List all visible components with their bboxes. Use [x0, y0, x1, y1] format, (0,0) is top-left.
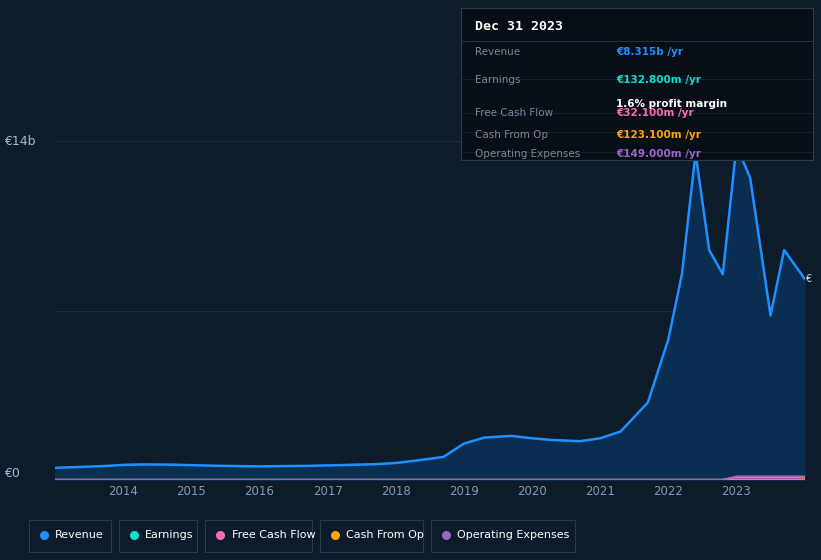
Text: €123.100m /yr: €123.100m /yr: [616, 130, 701, 139]
Text: Revenue: Revenue: [475, 48, 521, 58]
Text: €: €: [805, 274, 810, 284]
Text: Revenue: Revenue: [55, 530, 103, 540]
Text: €149.000m /yr: €149.000m /yr: [616, 150, 701, 160]
Text: Free Cash Flow: Free Cash Flow: [232, 530, 315, 540]
Text: €32.100m /yr: €32.100m /yr: [616, 109, 694, 118]
Text: Free Cash Flow: Free Cash Flow: [475, 109, 553, 118]
Text: Operating Expenses: Operating Expenses: [457, 530, 570, 540]
Text: Cash From Op: Cash From Op: [475, 130, 548, 139]
Text: €8.315b /yr: €8.315b /yr: [616, 48, 683, 58]
Text: Cash From Op: Cash From Op: [346, 530, 424, 540]
Text: Earnings: Earnings: [145, 530, 194, 540]
Text: 1.6% profit margin: 1.6% profit margin: [616, 99, 727, 109]
Text: Earnings: Earnings: [475, 75, 521, 85]
Text: Dec 31 2023: Dec 31 2023: [475, 20, 563, 33]
Text: €132.800m /yr: €132.800m /yr: [616, 75, 701, 85]
Text: €0: €0: [4, 466, 20, 480]
Text: Operating Expenses: Operating Expenses: [475, 150, 580, 160]
Text: €14b: €14b: [4, 134, 35, 148]
